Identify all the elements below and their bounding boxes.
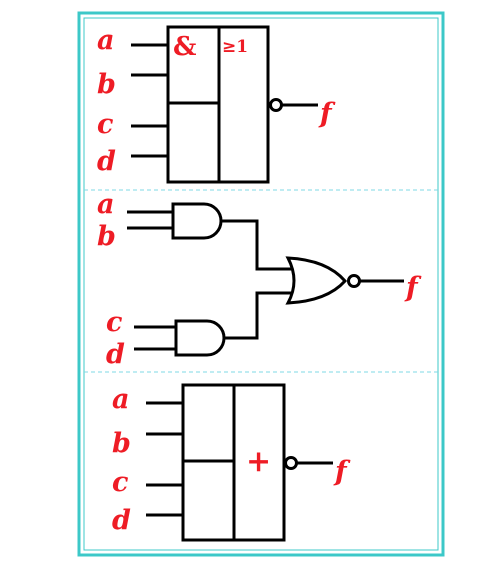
input-label-d: d xyxy=(97,146,116,177)
and-symbol: & xyxy=(173,32,196,62)
wire-and-upper-to-nor xyxy=(221,219,296,271)
and-gate-lower xyxy=(174,319,226,357)
input-label-a: a xyxy=(112,384,130,415)
panel-middle: a b c d f xyxy=(97,189,422,370)
input-label-b: b xyxy=(97,221,116,252)
input-label-d: d xyxy=(106,339,125,370)
input-label-d: d xyxy=(112,505,131,536)
and-gate-upper xyxy=(171,202,223,240)
wire-and-lower-to-nor xyxy=(224,291,296,340)
or-symbol: ≥1 xyxy=(222,37,248,57)
inverter-bubble xyxy=(284,456,298,470)
input-label-a: a xyxy=(97,189,115,220)
output-label-f: f xyxy=(404,272,422,303)
input-label-b: b xyxy=(97,69,116,100)
input-label-c: c xyxy=(97,109,113,140)
inverter-bubble xyxy=(269,98,283,112)
nor-gate xyxy=(285,256,347,305)
input-label-c: c xyxy=(106,307,122,338)
input-label-c: c xyxy=(112,467,128,498)
inner-frame xyxy=(83,17,439,551)
output-label-f: f xyxy=(318,98,336,129)
outer-frame xyxy=(77,11,445,557)
output-label-f: f xyxy=(333,456,351,487)
panel-top: a b c d & ≥1 f xyxy=(97,25,336,184)
or-symbol: + xyxy=(246,444,271,479)
input-label-a: a xyxy=(97,25,115,56)
panel-bottom: a b c d + f xyxy=(112,383,351,542)
input-label-b: b xyxy=(112,428,131,459)
inverter-bubble xyxy=(347,274,361,288)
